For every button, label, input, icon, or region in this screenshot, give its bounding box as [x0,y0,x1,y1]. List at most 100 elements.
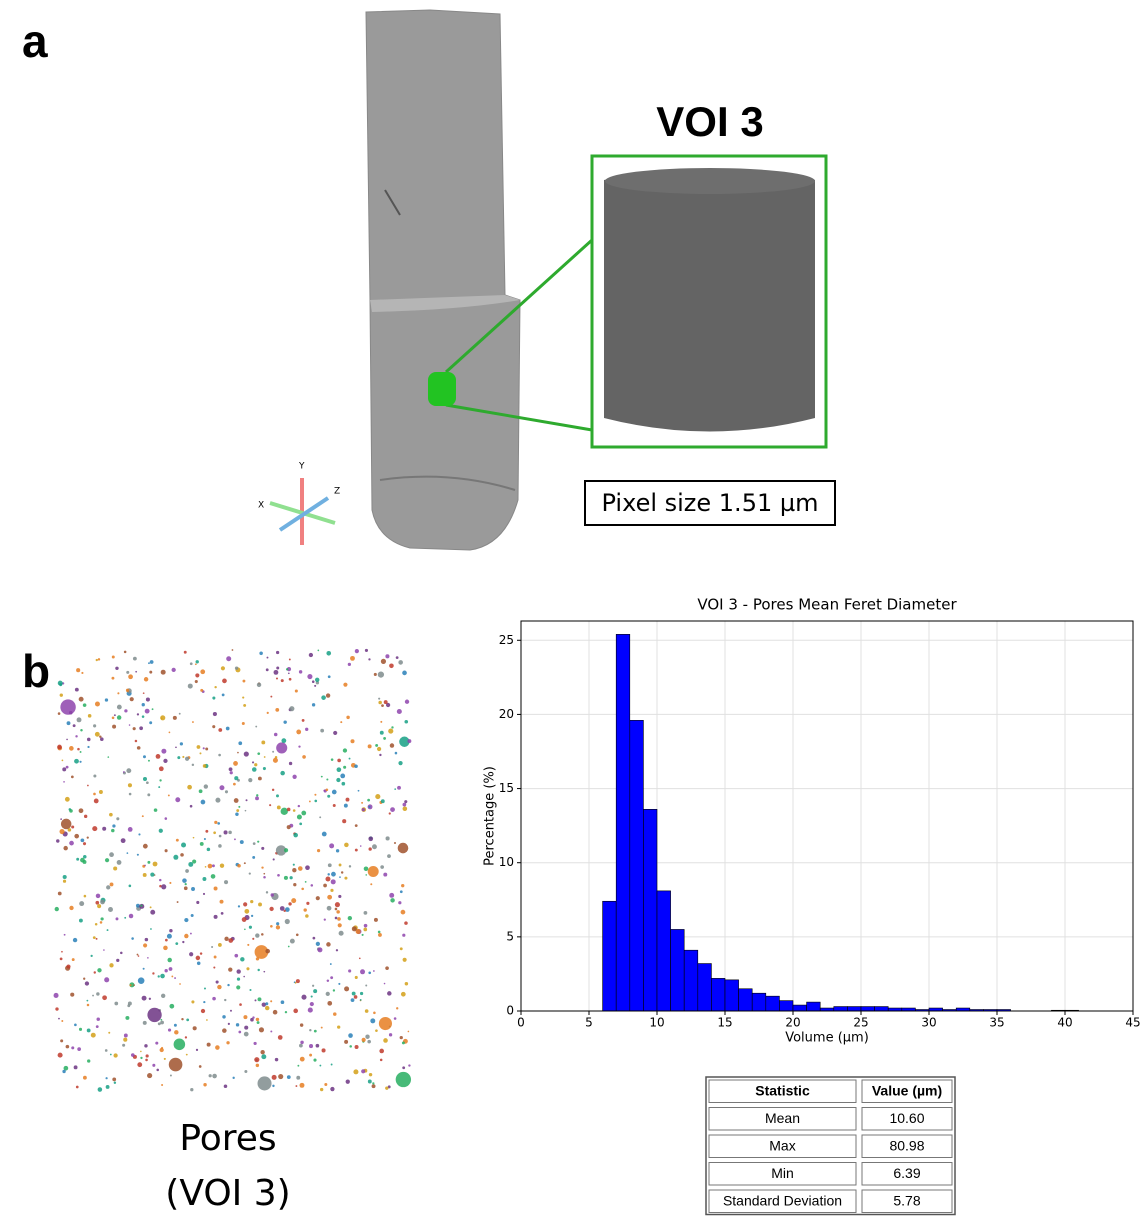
pore [326,905,332,911]
pore [404,981,409,986]
pore [147,1073,153,1079]
pore [387,854,391,859]
pore [346,715,350,720]
pore [361,933,364,936]
pore [361,1037,366,1042]
pore [53,992,59,998]
pore [150,872,155,877]
pore [142,873,147,877]
pore [143,943,148,948]
pore [164,969,168,973]
pore [376,746,382,752]
pore [224,936,229,942]
pore [219,785,225,791]
pore [347,915,353,921]
pore [279,906,285,911]
pore [222,678,227,684]
pore [246,967,250,971]
pore [80,729,83,732]
pore [142,692,145,695]
x-tick-label: 30 [921,1016,936,1030]
pore [353,995,358,999]
pore [192,859,197,864]
pore [351,926,357,932]
pore [408,1064,411,1067]
pore [238,1030,242,1034]
pore [100,899,105,905]
pore [202,892,206,896]
x-tick-label: 40 [1057,1016,1072,1030]
pore [261,846,265,850]
pore [104,858,110,863]
pore [286,1075,291,1080]
pore [217,984,222,990]
pore [287,672,290,675]
pore [353,1069,359,1075]
pore [371,1084,376,1089]
pore [203,784,209,789]
pore [255,725,258,728]
x-tick-label: 10 [649,1016,664,1030]
pore [199,952,203,955]
pore [255,796,259,801]
pore [87,1059,91,1063]
pore [257,997,262,1002]
table-header: Value (µm) [872,1082,942,1098]
pore [286,807,291,812]
pore [354,824,358,828]
pore [142,843,148,849]
table-cell [861,1134,953,1158]
pore [95,658,98,662]
pore [225,726,230,731]
pore [67,828,72,832]
pore [316,849,321,853]
pore [226,1041,230,1045]
pore [137,977,145,984]
pixel-size-box [584,480,836,526]
y-tick-label: 10 [499,855,514,869]
pore [325,693,331,698]
pore [288,902,292,906]
pore [292,774,297,779]
pore [140,1056,143,1060]
pore [211,864,215,868]
pore [336,910,340,914]
pore [70,992,75,997]
pore [289,938,295,944]
pore [224,790,229,794]
pore [211,945,214,949]
pore [141,995,147,1001]
pore [144,864,146,867]
pore [295,933,299,937]
pore [78,1027,83,1031]
pore [327,794,331,798]
pore [219,863,225,868]
pore [220,912,224,915]
pore [337,923,342,928]
pore [359,999,362,1001]
pore [244,908,250,914]
pore [378,933,382,937]
pore [389,663,394,669]
pore [123,1037,128,1042]
pore [308,800,311,803]
pore [385,702,391,708]
pore [191,1000,195,1004]
pore [148,662,150,665]
pore [280,770,285,776]
y-tick-label: 0 [506,1004,514,1018]
chart-title: VOI 3 - Pores Mean Feret Diameter [697,596,957,614]
pore [237,778,240,782]
pore [276,922,280,926]
pore [330,1063,333,1066]
pore [329,843,335,849]
pore [315,941,320,946]
pore [116,958,120,962]
pore [350,655,355,661]
pore [359,845,362,847]
pore [215,980,219,984]
pore [333,730,338,736]
pore [361,808,365,812]
pore [243,975,245,978]
pore [132,656,137,661]
